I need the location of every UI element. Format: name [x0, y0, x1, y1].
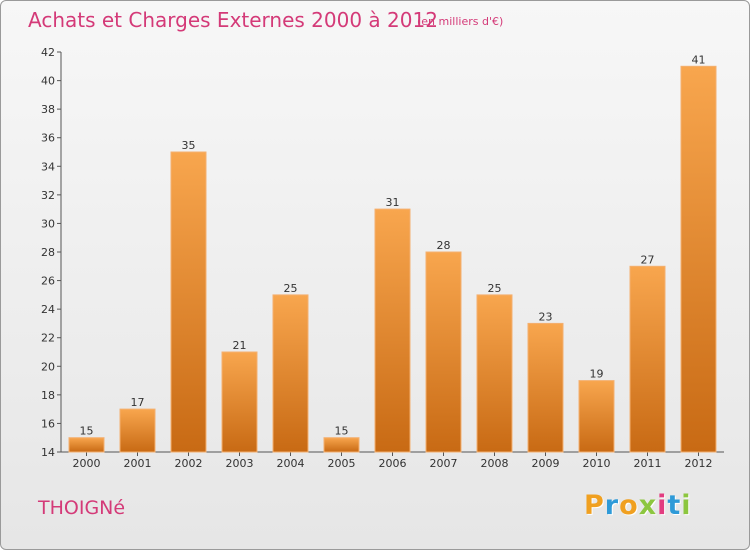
x-tick-label-2000: 2000 [73, 457, 101, 470]
y-tick-label: 20 [41, 360, 55, 373]
bar-2003 [221, 351, 258, 453]
x-tick-label-2002: 2002 [175, 457, 203, 470]
data-label-2007: 28 [437, 239, 451, 252]
data-label-2008: 25 [488, 282, 502, 295]
bar-2005 [323, 437, 360, 453]
x-tick-label-2007: 2007 [430, 457, 458, 470]
bar-2008 [476, 294, 513, 453]
bar-2007 [425, 251, 462, 453]
data-label-2010: 19 [590, 368, 604, 381]
chart-bars [68, 65, 717, 453]
chart-subtitle: (en milliers d'€) [417, 15, 504, 28]
y-tick-label: 38 [41, 103, 55, 116]
y-tick-label: 28 [41, 246, 55, 259]
data-label-2003: 21 [233, 339, 247, 352]
data-label-2004: 25 [284, 282, 298, 295]
bar-2000 [68, 437, 105, 453]
chart-title: Achats et Charges Externes 2000 à 2012 [28, 8, 438, 32]
chart-labels: 15 17 35 21 25 15 31 28 25 23 19 27 41 [80, 53, 706, 437]
logo-letter: i [657, 490, 668, 521]
bar-2001 [119, 408, 156, 453]
bar-2006 [374, 208, 411, 453]
bar-2010 [578, 380, 615, 453]
chart-axes: 14 16 18 20 22 24 26 28 30 32 34 36 38 40 42 2000 2001 20… [41, 46, 724, 470]
x-tick-label-2003: 2003 [226, 457, 254, 470]
y-tick-label: 22 [41, 332, 55, 345]
logo-letter: t [667, 490, 682, 521]
proxiti-logo: Proxiti [584, 490, 692, 521]
x-tick-label-2012: 2012 [685, 457, 713, 470]
x-tick-label-2006: 2006 [379, 457, 407, 470]
x-tick-label-2005: 2005 [328, 457, 356, 470]
data-label-2012: 41 [692, 53, 706, 66]
y-tick-label: 18 [41, 389, 55, 402]
y-tick-label: 26 [41, 275, 55, 288]
logo-letter: r [604, 490, 620, 521]
x-tick-label-2001: 2001 [124, 457, 152, 470]
x-tick-label-2010: 2010 [583, 457, 611, 470]
bar-2009 [527, 322, 564, 453]
data-label-2000: 15 [80, 425, 94, 438]
data-label-2002: 35 [182, 139, 196, 152]
logo-letter: x [638, 490, 658, 521]
x-tick-label-2004: 2004 [277, 457, 305, 470]
y-tick-label: 30 [41, 217, 55, 230]
data-label-2006: 31 [386, 196, 400, 209]
y-tick-label: 34 [41, 160, 55, 173]
bar-2012 [680, 65, 717, 453]
x-tick-label-2011: 2011 [634, 457, 662, 470]
bar-2011 [629, 265, 666, 453]
y-tick-label: 14 [41, 446, 55, 459]
x-tick-label-2008: 2008 [481, 457, 509, 470]
town-name: THOIGNé [38, 497, 126, 519]
y-tick-label: 42 [41, 46, 55, 59]
logo-letter: P [584, 490, 605, 521]
data-label-2005: 15 [335, 425, 349, 438]
y-tick-label: 24 [41, 303, 55, 316]
bar-2002 [170, 151, 207, 453]
logo-letter: o [619, 490, 639, 521]
bar-2004 [272, 294, 309, 453]
y-tick-label: 40 [41, 75, 55, 88]
y-tick-label: 36 [41, 132, 55, 145]
y-tick-label: 32 [41, 189, 55, 202]
logo-letter: i [681, 490, 692, 521]
data-label-2001: 17 [131, 396, 145, 409]
data-label-2011: 27 [641, 253, 655, 266]
x-tick-label-2009: 2009 [532, 457, 560, 470]
data-label-2009: 23 [539, 310, 553, 323]
y-tick-label: 16 [41, 417, 55, 430]
